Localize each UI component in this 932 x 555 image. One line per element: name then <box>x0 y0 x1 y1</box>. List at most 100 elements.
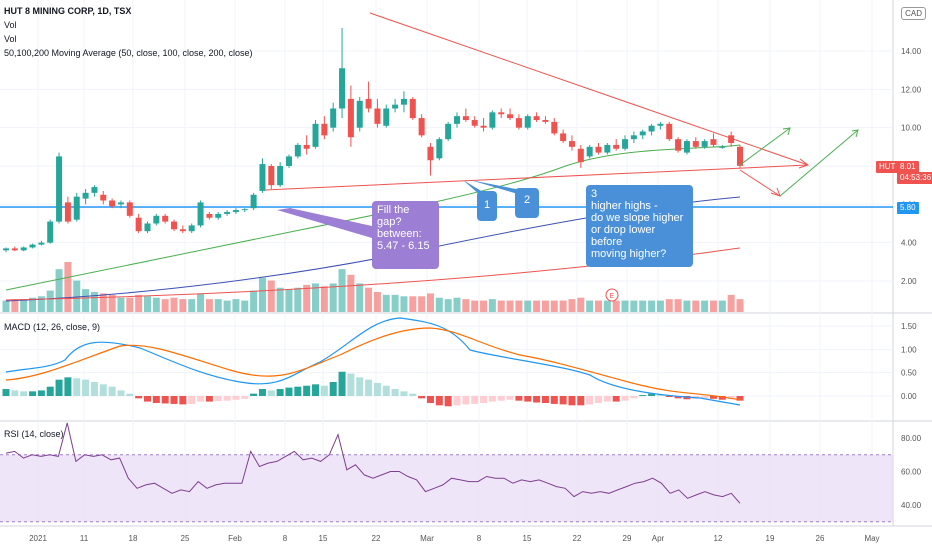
volume-bar <box>170 297 178 312</box>
projection-up-arrow-2 <box>739 127 791 166</box>
candle-body <box>38 242 45 245</box>
callout-label-1[interactable]: 1 <box>477 191 497 221</box>
volume-bar <box>506 300 514 312</box>
volume-bar <box>232 299 240 312</box>
macd-histogram-bar <box>533 396 541 403</box>
volume-bar <box>692 300 700 312</box>
macd-histogram-bar <box>639 395 647 397</box>
candle-body <box>232 210 239 212</box>
macd-histogram-bar <box>480 396 488 403</box>
earnings-marker-label: E <box>610 293 615 300</box>
axes: 14.0012.0010.008.006.004.002.001.501.000… <box>29 47 921 543</box>
macd-histogram-bar <box>11 390 19 396</box>
arrowhead-up-2 <box>782 127 791 136</box>
label2-pointer <box>470 180 526 194</box>
candle-body <box>480 125 487 128</box>
volume-bar <box>365 287 373 312</box>
legend-vol-1: Vol <box>4 20 17 30</box>
candle-body <box>666 123 673 140</box>
macd-histogram-bar <box>99 384 107 396</box>
macd-histogram-bar <box>312 384 320 396</box>
price-tick-label: 10.00 <box>901 124 922 133</box>
candle-body <box>719 146 726 148</box>
legend-vol-2: Vol <box>4 34 17 44</box>
macd-histogram-bar <box>568 396 576 406</box>
callout-label-2[interactable]: 2 <box>515 188 539 218</box>
price-tick-label: 14.00 <box>901 47 922 56</box>
candle-body <box>188 225 195 232</box>
candle-body <box>330 108 337 128</box>
candle-body <box>630 135 637 140</box>
volume-bar <box>197 293 205 312</box>
macd-histogram-bar <box>559 396 567 405</box>
candle-body <box>215 213 222 218</box>
volume-bar <box>648 300 656 312</box>
time-tick-label: 8 <box>283 534 288 543</box>
time-tick-label: 26 <box>816 534 825 543</box>
candle-body <box>91 187 98 193</box>
macd-histogram-bar <box>90 382 98 396</box>
volume-bar <box>621 300 629 312</box>
candle-body <box>356 100 363 128</box>
macd-histogram-bar <box>612 396 620 402</box>
macd-histogram-bar <box>223 396 231 401</box>
volume-bar <box>595 300 603 312</box>
volume-bar <box>64 262 72 312</box>
candle-body <box>737 146 743 166</box>
macd-histogram-bar <box>2 389 10 396</box>
candle-body <box>728 135 735 143</box>
macd-histogram-bar <box>37 390 45 396</box>
volume-bar <box>435 297 443 312</box>
macd-histogram-bar <box>541 396 549 403</box>
macd-histogram-bar <box>20 391 28 396</box>
ascending-trendline <box>264 164 809 191</box>
candle-body <box>109 200 116 207</box>
macd-histogram-bar <box>586 396 594 405</box>
volume-bar <box>568 299 576 312</box>
candle-body <box>489 112 496 128</box>
callout-fill-gap[interactable]: Fill the gap? between: 5.47 - 6.15 <box>372 201 439 269</box>
volume-bar <box>391 294 399 312</box>
candle-body <box>56 156 63 222</box>
volume-bar <box>108 294 116 312</box>
candle-body <box>321 123 328 136</box>
macd-histogram-bar <box>444 396 452 407</box>
candle-body <box>144 223 151 232</box>
macd-histogram-bar <box>356 377 364 396</box>
volume-bar <box>515 300 523 312</box>
candle-body <box>162 215 169 222</box>
macd-histogram-bar <box>727 396 735 400</box>
callout-higher-highs[interactable]: 3 higher highs - do we slope higher or d… <box>586 185 693 267</box>
macd-histogram-bar <box>718 396 726 400</box>
macd-histogram-bar <box>453 396 461 406</box>
volume-bar <box>444 299 452 312</box>
volume-bar <box>276 287 284 312</box>
volume-bar <box>373 292 381 312</box>
arrowhead-up-1 <box>851 129 859 138</box>
legend-macd: MACD (12, 26, close, 9) <box>4 322 101 332</box>
currency-button[interactable]: CAD <box>901 7 926 20</box>
candle-body <box>347 98 354 138</box>
volume-bar <box>37 296 45 312</box>
candle-body <box>100 194 107 201</box>
rsi-band <box>0 454 893 523</box>
ticker-badge: HUT <box>876 161 899 173</box>
volume-bar <box>267 280 275 312</box>
candle-body <box>250 194 257 209</box>
macd-histogram-bar <box>488 396 496 402</box>
time-tick-label: Feb <box>228 534 242 543</box>
macd-histogram-bar <box>409 393 417 396</box>
volume-bar <box>90 292 98 312</box>
time-tick-label: 18 <box>129 534 138 543</box>
volume-bar <box>541 300 549 312</box>
candle-body <box>135 217 142 232</box>
candle-body <box>20 247 27 251</box>
macd-histogram-bar <box>64 377 72 396</box>
candle-body <box>586 146 593 157</box>
macd-histogram-bar <box>426 396 434 403</box>
macd-histogram-bar <box>241 396 249 399</box>
candle-body <box>294 144 301 157</box>
macd-histogram-bar <box>320 385 328 396</box>
